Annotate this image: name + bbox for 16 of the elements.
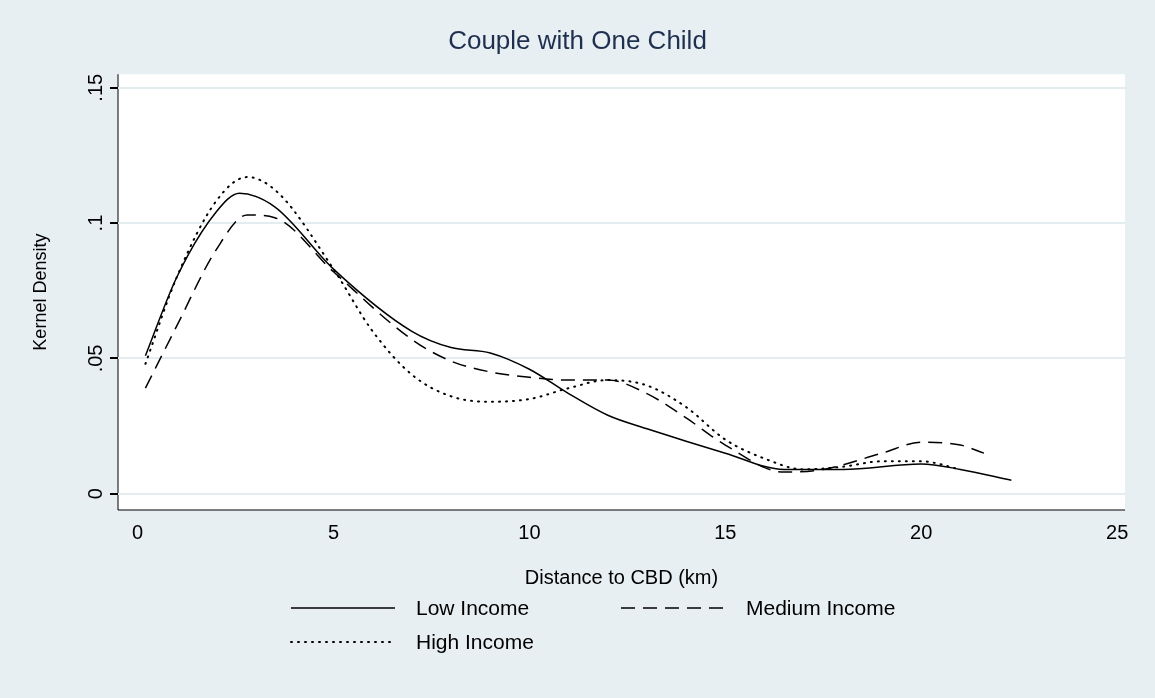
y-tick-label: 0 xyxy=(83,488,106,500)
x-tick-label: 15 xyxy=(714,520,737,543)
x-tick-label: 10 xyxy=(518,520,541,543)
y-tick-label: .15 xyxy=(83,73,106,102)
x-axis-title: Distance to CBD (km) xyxy=(524,565,719,588)
x-tick-label: 20 xyxy=(910,520,933,543)
y-axis-title: Kernel Density xyxy=(29,233,50,351)
y-tick-label: .05 xyxy=(83,344,106,373)
x-tick-label: 0 xyxy=(132,520,144,543)
x-tick-label: 5 xyxy=(327,520,340,543)
legend-label: Medium Income xyxy=(746,596,896,620)
x-tick-label: 25 xyxy=(1106,520,1129,543)
legend-label: Low Income xyxy=(416,596,530,620)
y-tick-label: .1 xyxy=(83,214,106,232)
chart-title: Couple with One Child xyxy=(448,24,707,55)
legend-label: High Income xyxy=(416,630,534,654)
